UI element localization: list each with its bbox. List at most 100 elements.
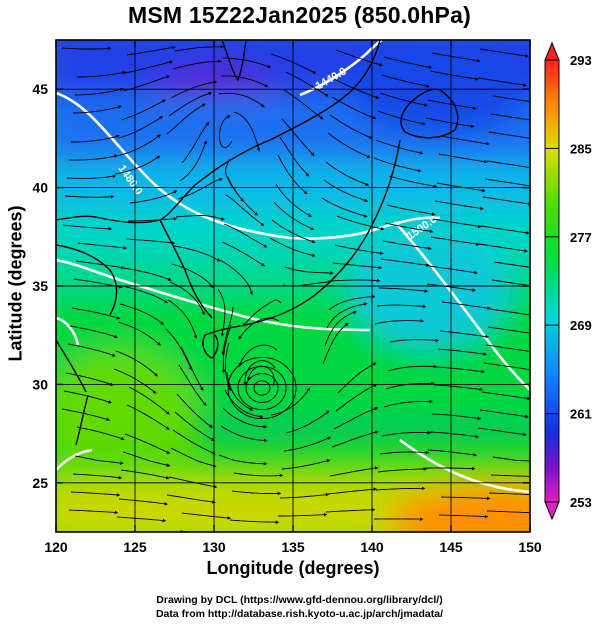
streamline bbox=[226, 371, 254, 411]
streamline bbox=[429, 431, 480, 439]
streamline bbox=[279, 492, 330, 499]
streamline bbox=[119, 303, 165, 326]
streamline bbox=[170, 80, 218, 99]
streamline bbox=[438, 514, 489, 519]
streamline bbox=[74, 87, 124, 96]
streamline bbox=[322, 322, 349, 365]
streamline bbox=[115, 535, 163, 538]
streamline bbox=[218, 92, 265, 108]
streamline bbox=[381, 74, 430, 88]
streamline bbox=[432, 218, 482, 229]
streamline bbox=[425, 117, 475, 129]
streamline bbox=[67, 343, 116, 357]
streamline bbox=[389, 338, 440, 343]
streamline bbox=[74, 455, 124, 465]
streamline bbox=[118, 115, 163, 139]
streamline bbox=[383, 399, 433, 408]
streamline bbox=[384, 222, 434, 234]
streamline bbox=[171, 263, 215, 289]
streamline bbox=[440, 135, 490, 146]
streamline bbox=[128, 217, 178, 222]
streamline bbox=[166, 103, 206, 135]
x-tick-label: 120 bbox=[44, 539, 68, 555]
streamline bbox=[71, 307, 121, 320]
streamline bbox=[65, 372, 114, 386]
coast-mainland bbox=[56, 40, 381, 224]
coast-east-china bbox=[56, 339, 87, 393]
colorbar-scale bbox=[544, 59, 560, 503]
streamline bbox=[335, 49, 383, 67]
streamline bbox=[377, 467, 428, 473]
streamline bbox=[77, 242, 128, 250]
streamline bbox=[388, 175, 438, 188]
y-tick-label: 25 bbox=[32, 475, 48, 491]
streamline bbox=[115, 350, 158, 377]
streamline bbox=[383, 56, 433, 69]
streamline bbox=[484, 178, 530, 187]
streamline bbox=[326, 302, 368, 329]
colorbar-tick-label: 277 bbox=[570, 230, 592, 245]
coast-honshu bbox=[204, 139, 401, 336]
streamline bbox=[479, 409, 529, 419]
streamline bbox=[224, 342, 232, 392]
streamline bbox=[233, 111, 261, 152]
streamline bbox=[181, 512, 232, 520]
contour-1440 bbox=[299, 40, 383, 97]
streamline bbox=[128, 386, 170, 415]
streamline bbox=[117, 321, 161, 346]
streamline bbox=[66, 174, 117, 179]
streamline bbox=[67, 539, 115, 541]
streamline bbox=[285, 410, 330, 434]
contour-bay bbox=[56, 316, 80, 346]
streamline bbox=[485, 344, 530, 352]
x-tick-label: 150 bbox=[518, 539, 542, 555]
streamline bbox=[70, 491, 121, 497]
streamline bbox=[431, 52, 481, 63]
streamline bbox=[324, 310, 357, 347]
streamline bbox=[437, 533, 485, 535]
streamline bbox=[330, 278, 381, 283]
streamline bbox=[181, 121, 210, 164]
streamline bbox=[493, 261, 530, 268]
streamline bbox=[329, 114, 374, 139]
chart-title: MSM 15Z22Jan2025 (850.0hPa) bbox=[128, 2, 471, 28]
streamline bbox=[179, 140, 207, 182]
x-tick-label: 130 bbox=[202, 539, 226, 555]
streamline bbox=[486, 510, 530, 514]
streamline bbox=[222, 407, 268, 429]
streamline bbox=[335, 384, 378, 412]
colorbar-bottom-arrow bbox=[544, 501, 560, 521]
streamline bbox=[327, 487, 378, 495]
streamline bbox=[329, 466, 379, 477]
streamline bbox=[386, 204, 436, 216]
streamline bbox=[389, 537, 437, 538]
streamline bbox=[477, 427, 527, 437]
y-tick-label: 45 bbox=[32, 81, 48, 97]
y-tick-label: 35 bbox=[32, 278, 48, 294]
streamline bbox=[225, 194, 265, 226]
coastlines bbox=[56, 40, 459, 446]
streamline bbox=[222, 57, 272, 69]
streamline bbox=[381, 430, 432, 437]
vortex-ring bbox=[245, 373, 279, 403]
x-tick-label: 140 bbox=[360, 539, 384, 555]
streamline bbox=[219, 115, 233, 149]
streamline bbox=[487, 326, 530, 334]
contour-south-east bbox=[399, 438, 530, 494]
coast-kyushu bbox=[202, 334, 219, 359]
coast-china bbox=[56, 244, 118, 316]
colorbar-tick-label: 269 bbox=[570, 318, 592, 333]
streamline bbox=[165, 328, 193, 371]
streamline bbox=[68, 509, 119, 515]
streamline bbox=[231, 490, 282, 496]
contour-south-west bbox=[56, 448, 93, 471]
vortex-ring bbox=[227, 356, 297, 420]
streamline bbox=[439, 330, 489, 339]
streamline bbox=[217, 288, 226, 337]
streamline bbox=[490, 474, 530, 477]
colorbar-tick-label: 293 bbox=[570, 53, 592, 68]
streamline bbox=[175, 215, 225, 221]
streamline bbox=[178, 364, 207, 406]
streamline bbox=[228, 538, 276, 540]
streamline bbox=[377, 110, 426, 126]
